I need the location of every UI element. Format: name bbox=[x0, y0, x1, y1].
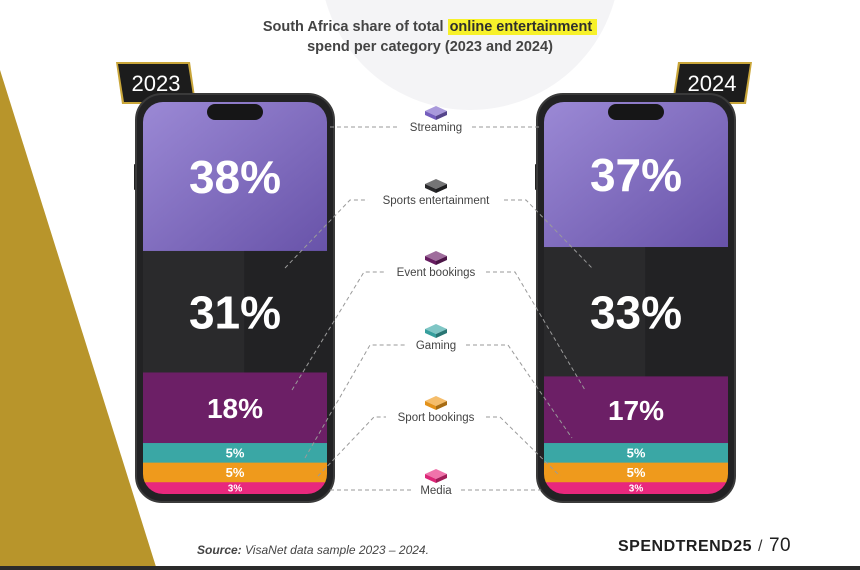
leader-line-right-gaming bbox=[466, 344, 573, 439]
sports-entertainment-cube-icon-left-face bbox=[425, 184, 436, 193]
bar-segment-gaming-2024 bbox=[544, 443, 728, 464]
title-highlight: online entertainment bbox=[447, 19, 598, 35]
event-bookings-cube-icon-right-face bbox=[436, 256, 447, 265]
data-label-event-bookings-2023: 18% bbox=[207, 393, 263, 424]
leader-line-right-sport-bookings bbox=[486, 416, 561, 477]
legend-label-sport-bookings: Sport bookings bbox=[398, 412, 475, 424]
brand-part2: TREND25 bbox=[675, 538, 753, 555]
brand-separator: / bbox=[758, 538, 763, 555]
data-label-sport-bookings-2023: 5% bbox=[226, 465, 245, 480]
data-label-gaming-2023: 5% bbox=[226, 446, 245, 461]
year-badge-2024 bbox=[674, 64, 750, 102]
media-cube-icon-left-face bbox=[425, 474, 436, 483]
data-label-sports-entertainment-2024: 33% bbox=[590, 286, 682, 338]
data-label-gaming-2024: 5% bbox=[627, 446, 646, 461]
leader-line-left-sports-entertainment bbox=[284, 199, 368, 269]
chart-title: South Africa share of total online enter… bbox=[0, 17, 860, 57]
title-prefix: South Africa share of total bbox=[262, 19, 448, 35]
data-label-streaming-2024: 37% bbox=[590, 149, 682, 201]
bar-segment-sport-bookings-2024 bbox=[544, 462, 728, 483]
bottom-rule bbox=[0, 566, 860, 570]
data-label-media-2024: 3% bbox=[629, 484, 644, 495]
bar-segment-streaming-2023 bbox=[143, 102, 327, 252]
source-note: Source: VisaNet data sample 2023 – 2024. bbox=[197, 543, 429, 557]
legend-label-streaming: Streaming bbox=[410, 122, 462, 134]
phone-notch-2024 bbox=[608, 104, 664, 120]
event-bookings-cube-icon-left-face bbox=[425, 256, 436, 265]
title-line2: spend per category (2023 and 2024) bbox=[307, 39, 553, 55]
category-label-2023: 2023 bbox=[132, 71, 181, 96]
bar-segment-media-2023 bbox=[143, 482, 327, 494]
bar-segment-media-2024 bbox=[544, 482, 728, 494]
leader-line-right-sports-entertainment bbox=[504, 199, 593, 269]
gold-accent-shape bbox=[0, 70, 157, 570]
legend-label-gaming: Gaming bbox=[416, 340, 456, 352]
gaming-cube-icon-right-face bbox=[436, 329, 447, 338]
brand-part1: SPEND bbox=[618, 538, 676, 555]
streaming-cube-icon-right-face bbox=[436, 111, 447, 120]
brand-footer: SPENDTREND25 / 70 bbox=[618, 535, 791, 557]
leader-line-left-gaming bbox=[304, 344, 406, 459]
gaming-cube-icon-left-face bbox=[425, 329, 436, 338]
page-number: 70 bbox=[768, 535, 792, 556]
data-label-sports-entertainment-2023: 31% bbox=[189, 286, 281, 338]
segment-shade bbox=[244, 250, 327, 373]
bar-segment-streaming-2024 bbox=[544, 102, 728, 248]
bar-segment-sport-bookings-2023 bbox=[143, 462, 327, 483]
category-label-2024: 2024 bbox=[688, 71, 737, 96]
sports-entertainment-cube-icon-right-face bbox=[436, 184, 447, 193]
segment-shade bbox=[645, 247, 728, 377]
data-label-streaming-2023: 38% bbox=[189, 151, 281, 203]
leader-line-right-event-bookings bbox=[486, 271, 586, 391]
data-label-event-bookings-2024: 17% bbox=[608, 395, 664, 426]
bar-segment-event-bookings-2023 bbox=[143, 372, 327, 444]
bar-segment-event-bookings-2024 bbox=[544, 376, 728, 444]
data-label-media-2023: 3% bbox=[228, 484, 243, 495]
source-text: VisaNet data sample 2023 – 2024. bbox=[241, 543, 429, 557]
sport-bookings-cube-icon-left-face bbox=[425, 401, 436, 410]
phone-screen-2023: 38% 31% 18% 5% 5% 3% bbox=[143, 102, 327, 495]
legend-label-media: Media bbox=[420, 485, 452, 497]
media-cube-icon-right-face bbox=[436, 474, 447, 483]
year-badge-2023 bbox=[118, 64, 194, 102]
source-label: Source: bbox=[197, 543, 242, 557]
sport-bookings-cube-icon-right-face bbox=[436, 401, 447, 410]
bar-segment-gaming-2023 bbox=[143, 443, 327, 464]
phone-screen-2024: 37% 33% 17% 5% 5% 3% bbox=[544, 102, 728, 495]
data-label-sport-bookings-2024: 5% bbox=[627, 465, 646, 480]
legend-label-event-bookings: Event bookings bbox=[397, 267, 476, 279]
phone-notch-2023 bbox=[207, 104, 263, 120]
streaming-cube-icon-left-face bbox=[425, 111, 436, 120]
legend-label-sports-entertainment: Sports entertainment bbox=[383, 195, 491, 207]
